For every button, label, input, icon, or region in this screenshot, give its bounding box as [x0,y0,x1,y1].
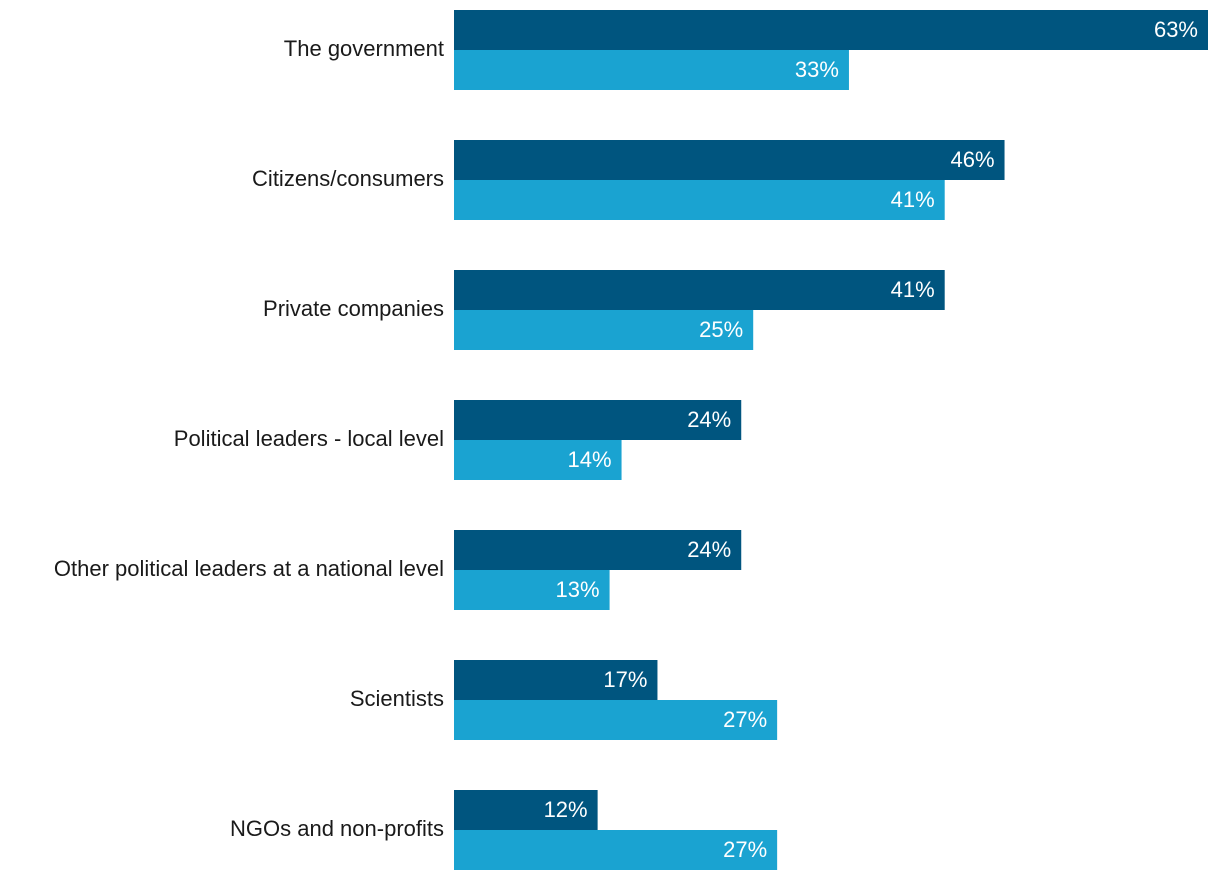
value-label-the-government-series-2: 33% [795,57,839,82]
bar-other-political-leaders-at-a-national-level-series-2 [454,570,610,610]
value-label-other-political-leaders-at-a-national-level-series-1: 24% [687,537,731,562]
bar-citizens-consumers-series-1 [454,140,1005,180]
bar-scientists-series-2 [454,700,778,740]
bar-political-leaders-local-level-series-1 [454,400,742,440]
bar-ngos-and-non-profits-series-2 [454,830,778,870]
category-label-private-companies: Private companies [263,296,444,321]
bar-scientists-series-1 [454,660,658,700]
category-label-citizens-consumers: Citizens/consumers [252,166,444,191]
value-label-scientists-series-1: 17% [603,667,647,692]
bar-the-government-series-2 [454,50,849,90]
value-label-ngos-and-non-profits-series-1: 12% [544,797,588,822]
value-label-ngos-and-non-profits-series-2: 27% [723,837,767,862]
value-label-private-companies-series-2: 25% [699,317,743,342]
value-label-citizens-consumers-series-2: 41% [891,187,935,212]
category-labels: The government Citizens/consumers Private … [54,36,444,841]
bar-citizens-consumers-series-2 [454,180,945,220]
value-labels: 63% 33% 46% 41% 41% 25% 24% 14% 24% 13% 17% 27% 12% 2… [544,17,1198,862]
value-label-scientists-series-2: 27% [723,707,767,732]
bar-ngos-and-non-profits-series-1 [454,790,598,830]
bar-the-government-series-1 [454,10,1208,50]
value-label-the-government-series-1: 63% [1154,17,1198,42]
bar-private-companies-series-2 [454,310,754,350]
category-label-other-political-leaders-at-a-national-level: Other political leaders at a national le… [54,556,444,581]
value-label-political-leaders-local-level-series-2: 14% [568,447,612,472]
value-label-private-companies-series-1: 41% [891,277,935,302]
category-label-political-leaders-local-level: Political leaders - local level [174,426,444,451]
value-label-citizens-consumers-series-1: 46% [950,147,994,172]
bars [454,10,1208,870]
value-label-other-political-leaders-at-a-national-level-series-2: 13% [556,577,600,602]
value-label-political-leaders-local-level-series-1: 24% [687,407,731,432]
bar-other-political-leaders-at-a-national-level-series-1 [454,530,742,570]
category-label-ngos-and-non-profits: NGOs and non-profits [230,816,444,841]
bar-political-leaders-local-level-series-2 [454,440,622,480]
category-label-the-government: The government [284,36,444,61]
category-label-scientists: Scientists [350,686,444,711]
bar-private-companies-series-1 [454,270,945,310]
